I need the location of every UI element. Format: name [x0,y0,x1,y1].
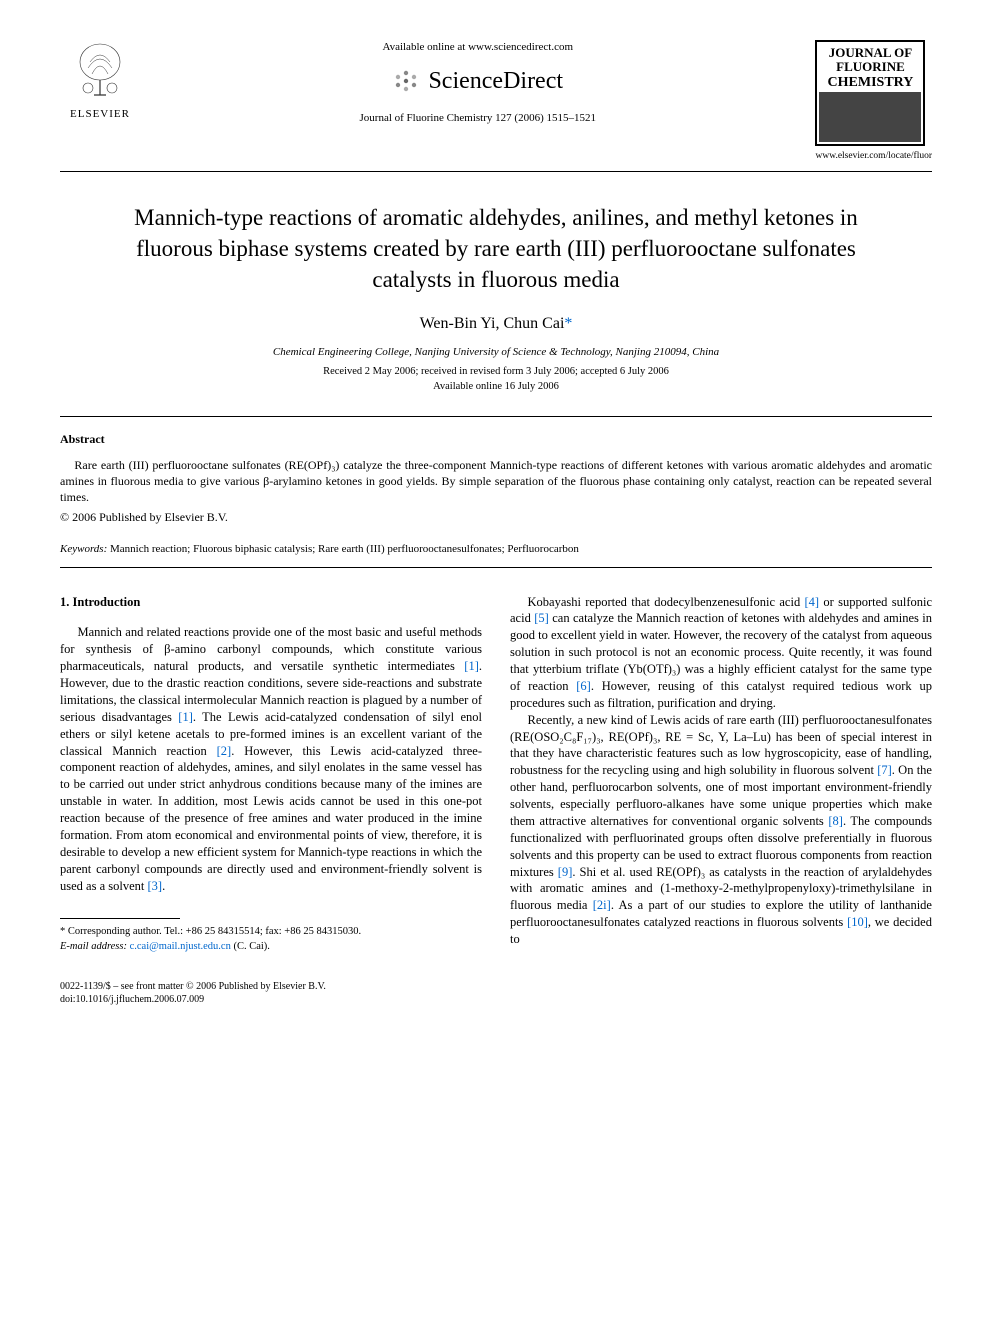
footnote-separator [60,918,180,919]
authors-line: Wen-Bin Yi, Chun Cai* [60,313,932,335]
ref-link-9[interactable]: [9] [558,865,573,879]
intro-paragraph-2: Kobayashi reported that dodecylbenzenesu… [510,594,932,712]
ref-link-8[interactable]: [8] [828,814,843,828]
sciencedirect-flower-icon [392,67,420,95]
abstract-top-rule [60,416,932,417]
intro-paragraph-1: Mannich and related reactions provide on… [60,624,482,894]
page-footer: 0022-1139/$ – see front matter © 2006 Pu… [60,980,932,1007]
ref-link-5[interactable]: [5] [534,611,549,625]
text-span: . However, this Lewis acid-catalyzed thr… [60,744,482,893]
available-online-text: Available online at www.sciencedirect.co… [160,40,795,55]
elsevier-logo: ELSEVIER [60,40,140,121]
keywords-label: Keywords: [60,543,107,555]
keywords-text: Mannich reaction; Fluorous biphasic cata… [107,543,579,555]
sciencedirect-logo: ScienceDirect [160,65,795,97]
journal-logo-line1: JOURNAL OF [819,46,921,60]
article-body-columns: 1. Introduction Mannich and related reac… [60,594,932,954]
abstract-body: Rare earth (III) perfluorooctane sulfona… [60,457,932,506]
journal-logo-block: JOURNAL OF FLUORINE CHEMISTRY www.elsevi… [815,40,932,163]
ref-link-6[interactable]: [6] [576,679,591,693]
elsevier-label: ELSEVIER [60,107,140,122]
section-1-heading: 1. Introduction [60,594,482,611]
ref-link-2[interactable]: [2] [217,744,232,758]
article-title: Mannich-type reactions of aromatic aldeh… [60,202,932,295]
email-attribution: (C. Cai). [231,941,270,952]
email-footnote: E-mail address: c.cai@mail.njust.edu.cn … [60,940,482,954]
keywords-line: Keywords: Mannich reaction; Fluorous bip… [60,542,932,557]
affiliation: Chemical Engineering College, Nanjing Un… [60,345,932,360]
elsevier-tree-icon [70,40,130,100]
journal-logo-line2: FLUORINE [819,60,921,74]
received-dates: Received 2 May 2006; received in revised… [60,365,932,379]
ref-link-1b[interactable]: [1] [178,710,193,724]
ref-link-10[interactable]: [10] [847,915,868,929]
email-label: E-mail address: [60,941,127,952]
abstract-heading: Abstract [60,431,932,447]
journal-url: www.elsevier.com/locate/fluor [815,150,932,163]
abstract-paragraph: Rare earth (III) perfluorooctane sulfona… [60,457,932,506]
doi-line: doi:10.1016/j.jfluchem.2006.07.009 [60,993,932,1007]
publisher-header: ELSEVIER Available online at www.science… [60,40,932,163]
sciencedirect-text: ScienceDirect [428,65,563,97]
journal-citation: Journal of Fluorine Chemistry 127 (2006)… [160,111,795,126]
abstract-copyright: © 2006 Published by Elsevier B.V. [60,509,932,525]
text-span: . [162,879,165,893]
available-online-date: Available online 16 July 2006 [60,380,932,394]
ref-link-4[interactable]: [4] [805,595,820,609]
ref-link-7[interactable]: [7] [877,763,892,777]
author-email-link[interactable]: c.cai@mail.njust.edu.cn [127,941,231,952]
text-span: Mannich and related reactions provide on… [60,625,482,673]
ref-link-3[interactable]: [3] [147,879,162,893]
ref-link-2i[interactable]: [2i] [593,898,611,912]
ref-link-1[interactable]: [1] [464,659,479,673]
text-span: Kobayashi reported that dodecylbenzenesu… [528,595,805,609]
corresponding-author-marker[interactable]: * [564,315,572,332]
keywords-bottom-rule [60,567,932,568]
issn-front-matter: 0022-1139/$ – see front matter © 2006 Pu… [60,980,932,994]
text-span: Recently, a new kind of Lewis acids of r… [510,713,932,778]
corresponding-author-footnote: * Corresponding author. Tel.: +86 25 843… [60,925,482,939]
intro-paragraph-3: Recently, a new kind of Lewis acids of r… [510,712,932,948]
header-rule [60,171,932,172]
center-header: Available online at www.sciencedirect.co… [140,40,815,126]
journal-cover-thumbnail [819,92,921,142]
authors-names: Wen-Bin Yi, Chun Cai [420,315,565,332]
journal-logo-line3: CHEMISTRY [819,75,921,90]
journal-cover-logo: JOURNAL OF FLUORINE CHEMISTRY [815,40,925,146]
